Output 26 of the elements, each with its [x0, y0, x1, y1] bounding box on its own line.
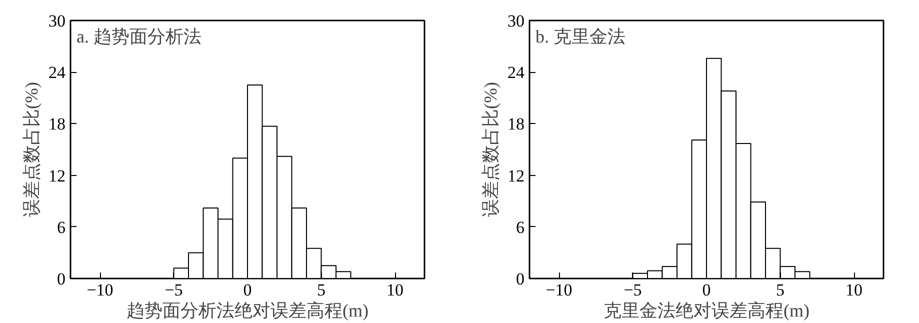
chart-title: b. 克里金法 [536, 26, 626, 46]
x-tick-label: 10 [386, 280, 404, 300]
x-tick-label: 5 [776, 280, 784, 300]
y-tick-label: 12 [48, 166, 66, 186]
y-tick-label: 6 [57, 218, 66, 237]
chart-title: a. 趋势面分析法 [76, 26, 202, 46]
y-tick-label: 18 [48, 114, 66, 134]
y-tick-label: 24 [48, 63, 66, 82]
y-tick-label: 30 [48, 12, 66, 30]
x-tick-label: 0 [243, 280, 252, 300]
y-tick-label: 24 [508, 63, 525, 82]
y-tick-label: 18 [508, 114, 524, 134]
x-tick-label: −10 [546, 280, 572, 300]
x-tick-label: −5 [164, 280, 183, 300]
x-tick-label: 10 [846, 280, 862, 300]
x-tick-label: 5 [317, 280, 326, 300]
x-tick-label: 0 [702, 280, 711, 300]
x-axis-title: 克里金法绝对误差高程(m) [604, 300, 810, 320]
x-tick-label: −5 [624, 280, 642, 300]
x-tick-label: −10 [86, 280, 114, 300]
x-axis-title: 趋势面分析法绝对误差高程(m) [126, 300, 369, 320]
y-axis-title: 误差点数占比(%) [480, 82, 500, 217]
y-tick-label: 6 [516, 218, 524, 237]
y-tick-label: 30 [508, 12, 524, 30]
y-axis-title: 误差点数占比(%) [22, 82, 42, 217]
y-tick-label: 12 [508, 166, 524, 186]
